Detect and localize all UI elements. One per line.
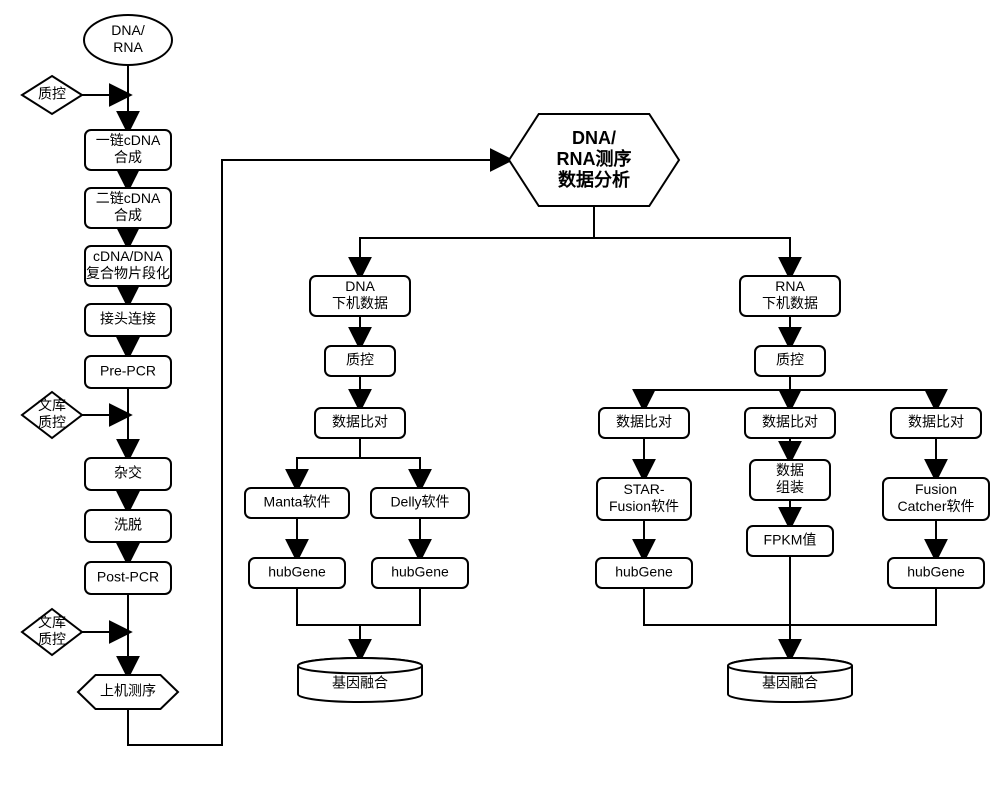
node-label: 数据分析 bbox=[558, 169, 630, 190]
node-label: RNA测序 bbox=[557, 148, 632, 169]
node-label: RNA bbox=[113, 39, 143, 55]
node-label: 复合物片段化 bbox=[86, 265, 170, 281]
node-label: Pre-PCR bbox=[100, 363, 156, 379]
node-label: 质控 bbox=[38, 414, 66, 430]
node-label: FPKM值 bbox=[764, 532, 817, 548]
node-label: 基因融合 bbox=[762, 675, 818, 691]
flow-edge bbox=[297, 588, 360, 658]
flow-edge bbox=[360, 438, 420, 488]
node-label: Manta软件 bbox=[264, 494, 331, 510]
node-label: 数据 bbox=[776, 462, 804, 478]
node-label: 一链cDNA bbox=[96, 132, 161, 148]
node-label: 下机数据 bbox=[762, 295, 818, 311]
node-label: 杂交 bbox=[114, 465, 142, 481]
node-label: 数据比对 bbox=[616, 414, 672, 430]
flow-edge bbox=[790, 588, 936, 625]
node-label: 合成 bbox=[114, 149, 142, 165]
flow-edge bbox=[360, 588, 420, 625]
node-label: STAR- bbox=[624, 481, 665, 497]
node-label: Post-PCR bbox=[97, 569, 159, 585]
node-label: Fusion软件 bbox=[609, 498, 679, 514]
node-label: 二链cDNA bbox=[96, 190, 161, 206]
node-label: hubGene bbox=[391, 564, 449, 580]
node-label: 组装 bbox=[776, 479, 804, 495]
node-label: Catcher软件 bbox=[897, 498, 974, 514]
flow-edge bbox=[790, 376, 936, 408]
flow-edge bbox=[594, 206, 790, 276]
flowchart-diagram: DNA/RNA质控一链cDNA合成二链cDNA合成cDNA/DNA复合物片段化接… bbox=[0, 0, 1000, 805]
node-label: 质控 bbox=[38, 86, 66, 102]
node-label: Delly软件 bbox=[390, 494, 449, 510]
node-label: DNA bbox=[345, 278, 375, 294]
node-label: 数据比对 bbox=[908, 414, 964, 430]
node-label: cDNA/DNA bbox=[93, 248, 164, 264]
node-label: 上机测序 bbox=[100, 683, 156, 699]
node-label: 质控 bbox=[776, 352, 804, 368]
node-label: hubGene bbox=[907, 564, 965, 580]
node-label: 文库 bbox=[38, 397, 66, 413]
node-label: hubGene bbox=[615, 564, 673, 580]
node-label: DNA/ bbox=[572, 128, 616, 148]
node-label: Fusion bbox=[915, 481, 957, 497]
node-label: 接头连接 bbox=[100, 311, 156, 327]
node-label: 洗脱 bbox=[114, 517, 142, 533]
flow-edge bbox=[360, 206, 594, 276]
node-label: 文库 bbox=[38, 614, 66, 630]
node-label: DNA/ bbox=[111, 22, 145, 38]
flow-edge bbox=[644, 376, 790, 408]
flow-edge bbox=[644, 588, 790, 625]
node-label: 合成 bbox=[114, 207, 142, 223]
node-label: hubGene bbox=[268, 564, 326, 580]
node-label: 数据比对 bbox=[762, 414, 818, 430]
node-label: 下机数据 bbox=[332, 295, 388, 311]
node-label: RNA bbox=[775, 278, 805, 294]
flow-edge bbox=[297, 438, 360, 488]
node-label: 质控 bbox=[38, 631, 66, 647]
node-label: 质控 bbox=[346, 352, 374, 368]
flow-edge bbox=[128, 160, 509, 745]
node-label: 基因融合 bbox=[332, 675, 388, 691]
node-label: 数据比对 bbox=[332, 414, 388, 430]
